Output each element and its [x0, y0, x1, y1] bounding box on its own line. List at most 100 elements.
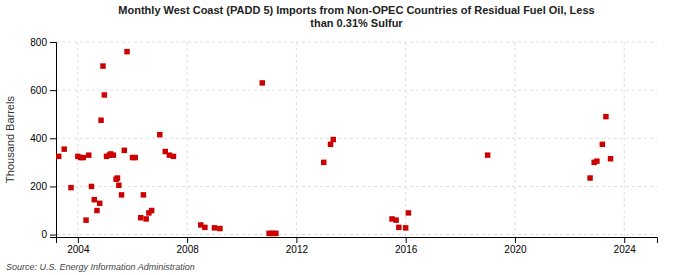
x-grid-line	[514, 42, 515, 237]
x-tick-mark	[296, 237, 297, 243]
point	[260, 80, 265, 85]
x-tick-mark	[187, 237, 188, 243]
x-tick-label: 2024	[614, 244, 637, 255]
y-tick-label: 800	[30, 37, 47, 48]
y-tick: 800	[30, 37, 56, 48]
point	[68, 185, 73, 190]
points	[56, 49, 613, 236]
x-tick-label: 2016	[395, 244, 418, 255]
point	[212, 225, 217, 230]
point	[603, 114, 608, 119]
point	[149, 208, 154, 213]
x-tick: 2016	[395, 237, 418, 255]
y-grid-line	[56, 234, 657, 235]
point	[393, 217, 398, 222]
point	[122, 148, 127, 153]
point	[406, 210, 411, 215]
grid	[56, 42, 657, 237]
y-tick-mark	[50, 90, 56, 91]
point	[115, 175, 120, 180]
point	[594, 158, 599, 163]
y-tick-label: 0	[41, 229, 47, 240]
x-tick-label: 2008	[177, 244, 200, 255]
x-tick-label: 2020	[504, 244, 527, 255]
point	[81, 155, 86, 160]
x-tick-label: 2004	[67, 244, 90, 255]
y-axis: 0 200 400 600 800	[30, 37, 56, 241]
x-grid-line	[187, 42, 188, 237]
x-tick: 2012	[286, 237, 309, 255]
point	[116, 183, 121, 188]
y-tick: 400	[30, 133, 56, 144]
title-line: than 0.31% Sulfur	[310, 17, 403, 29]
y-tick: 200	[30, 181, 56, 192]
x-tick: 2024	[614, 237, 637, 255]
title: Monthly West Coast (PADD 5) Imports from…	[118, 4, 594, 29]
x-tick-mark	[406, 237, 407, 243]
point	[124, 49, 129, 54]
x-grid-line	[77, 42, 78, 237]
point	[321, 160, 326, 165]
y-tick-mark	[50, 42, 56, 43]
x-tick-label: 2012	[286, 244, 309, 255]
y-grid-line	[56, 186, 657, 187]
x-grid-line	[405, 42, 406, 237]
point	[132, 155, 137, 160]
y-axis-title: Thousand Barrels	[4, 96, 16, 183]
point	[138, 215, 143, 220]
title-line: Monthly West Coast (PADD 5) Imports from…	[118, 4, 594, 16]
point	[403, 225, 408, 230]
point	[102, 92, 107, 97]
y-axis-line	[50, 43, 57, 238]
y-tick-label: 600	[30, 85, 47, 96]
y-tick-label: 200	[30, 181, 47, 192]
point	[143, 216, 148, 221]
point	[119, 192, 124, 197]
point	[328, 142, 333, 147]
point	[331, 137, 336, 142]
point	[97, 201, 102, 206]
point	[83, 217, 88, 222]
y-tick-label: 400	[30, 133, 47, 144]
x-axis-line	[57, 238, 658, 244]
x-tick: 2020	[504, 237, 527, 255]
point	[98, 118, 103, 123]
point	[202, 225, 207, 230]
point	[587, 175, 592, 180]
point	[111, 152, 116, 157]
point	[485, 152, 490, 157]
y-grid-line	[56, 90, 657, 91]
y-grid-line	[56, 138, 657, 139]
annotation: Source: U.S. Energy Information Administ…	[6, 262, 195, 272]
point	[94, 208, 99, 213]
point	[273, 231, 278, 236]
point	[56, 154, 61, 159]
y-tick-mark	[50, 235, 56, 236]
x-tick-mark	[515, 237, 516, 243]
y-tick: 0	[41, 229, 56, 240]
y-tick-mark	[50, 186, 56, 187]
x-tick-mark	[78, 237, 79, 243]
point	[89, 184, 94, 189]
y-grid-line	[56, 42, 657, 43]
point	[600, 142, 605, 147]
point	[608, 156, 613, 161]
x-grid-line	[296, 42, 297, 237]
x-tick-mark	[624, 237, 625, 243]
point	[171, 154, 176, 159]
chart: Monthly West Coast (PADD 5) Imports from…	[0, 0, 675, 275]
x-axis: 2004 2008 2012 2016 2020 2024	[57, 237, 658, 255]
x-tick: 2008	[177, 237, 200, 255]
x-grid-line	[624, 42, 625, 237]
point	[86, 152, 91, 157]
y-tick-mark	[50, 138, 56, 139]
point	[157, 132, 162, 137]
point	[396, 225, 401, 230]
point	[61, 146, 66, 151]
point	[141, 192, 146, 197]
point	[92, 197, 97, 202]
x-tick: 2004	[67, 237, 90, 255]
point	[100, 63, 105, 68]
point	[217, 226, 222, 231]
y-tick: 600	[30, 85, 56, 96]
